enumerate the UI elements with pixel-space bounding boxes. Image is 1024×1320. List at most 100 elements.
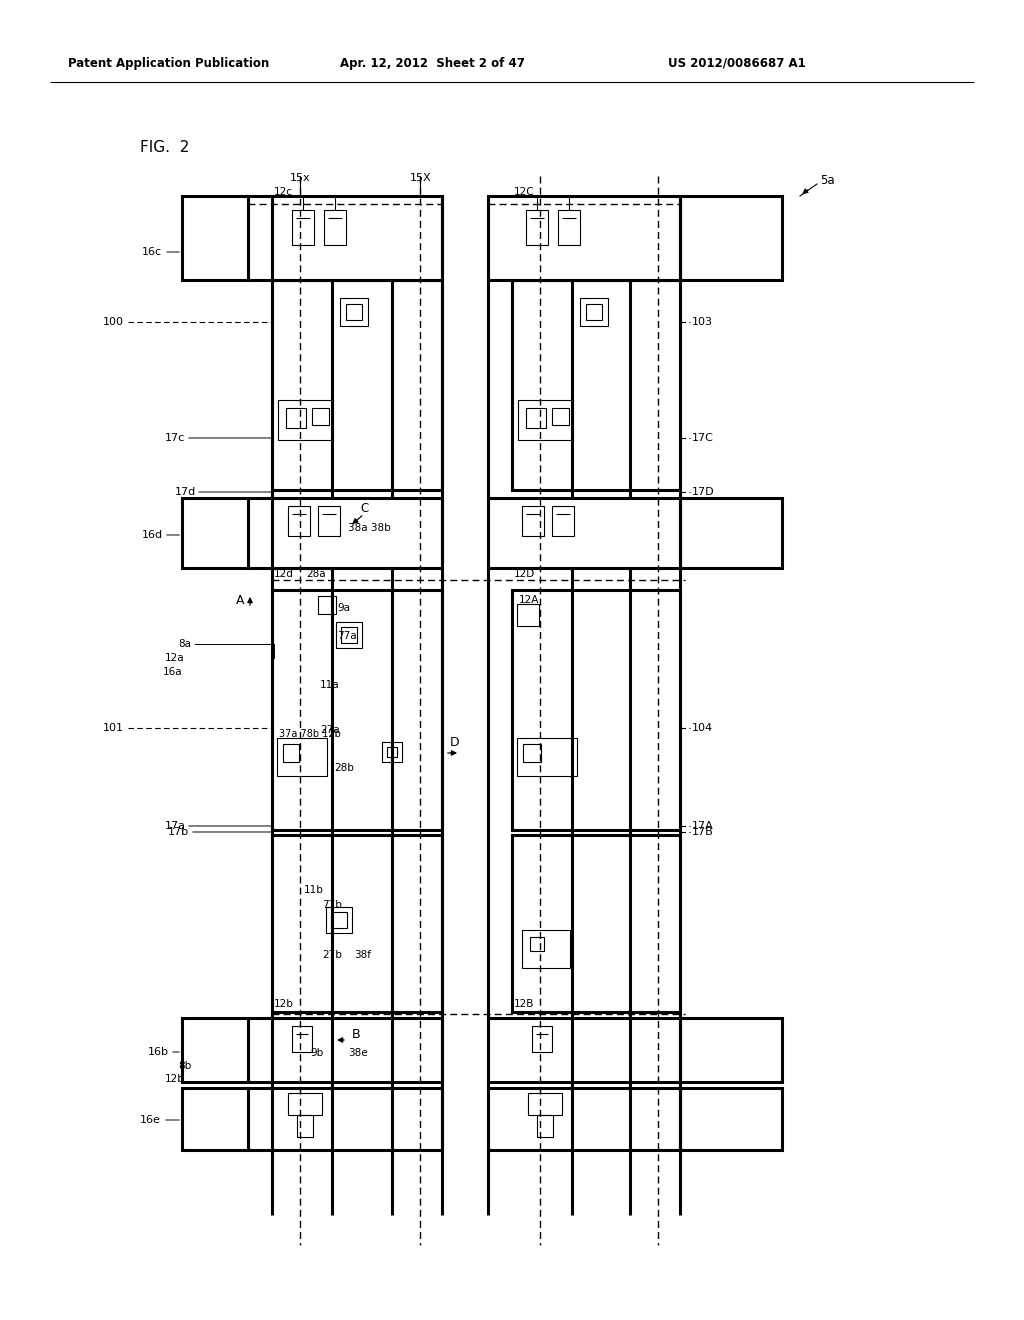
Bar: [552, 506, 574, 536]
Text: A: A: [236, 594, 245, 606]
Text: Patent Application Publication: Patent Application Publication: [68, 57, 269, 70]
Bar: [326, 907, 352, 933]
Bar: [278, 400, 333, 440]
Bar: [517, 738, 577, 776]
Text: 12C: 12C: [514, 187, 535, 197]
Bar: [292, 1026, 312, 1052]
Text: 28b: 28b: [334, 763, 354, 774]
Bar: [532, 1026, 552, 1052]
Bar: [272, 590, 442, 830]
Bar: [272, 280, 442, 490]
Text: 17b: 17b: [168, 828, 189, 837]
Text: 38f: 38f: [354, 950, 371, 960]
Text: 17D: 17D: [692, 487, 715, 498]
Bar: [526, 408, 546, 428]
Bar: [382, 742, 402, 762]
Bar: [512, 836, 680, 1012]
Text: 27b: 27b: [322, 950, 342, 960]
Bar: [680, 1018, 782, 1082]
Bar: [292, 210, 314, 246]
Text: 77a: 77a: [337, 631, 356, 642]
Bar: [518, 400, 573, 440]
Bar: [182, 498, 248, 568]
Bar: [318, 506, 340, 536]
Bar: [488, 1018, 680, 1082]
Bar: [336, 622, 362, 648]
Text: 12B: 12B: [514, 999, 535, 1008]
Text: 9b: 9b: [310, 1048, 324, 1059]
Text: 17B: 17B: [692, 828, 714, 837]
Text: 16b: 16b: [148, 1047, 169, 1057]
Text: 16e: 16e: [140, 1115, 161, 1125]
Bar: [341, 627, 357, 643]
Text: 9a: 9a: [337, 603, 350, 612]
Bar: [512, 590, 680, 830]
Bar: [526, 210, 548, 246]
Text: 16a: 16a: [163, 667, 182, 677]
Text: D: D: [450, 737, 460, 750]
Bar: [523, 744, 541, 762]
Bar: [522, 931, 570, 968]
Text: 17A: 17A: [692, 821, 714, 832]
Text: 17d: 17d: [175, 487, 197, 498]
Text: 38a 38b: 38a 38b: [348, 523, 391, 533]
Bar: [283, 744, 299, 762]
Bar: [324, 210, 346, 246]
Bar: [278, 738, 327, 776]
Text: 5a: 5a: [820, 173, 835, 186]
Text: 12D: 12D: [514, 569, 536, 579]
Text: 12d: 12d: [274, 569, 294, 579]
Bar: [528, 1093, 562, 1115]
Text: 12a: 12a: [165, 653, 184, 663]
Text: B: B: [352, 1027, 360, 1040]
Bar: [522, 506, 544, 536]
Text: 12c: 12c: [274, 187, 293, 197]
Text: 11b: 11b: [304, 884, 324, 895]
Bar: [331, 912, 347, 928]
Bar: [586, 304, 602, 319]
Text: 12b: 12b: [165, 1074, 185, 1084]
Bar: [318, 597, 336, 614]
Text: 17C: 17C: [692, 433, 714, 444]
Text: 12A: 12A: [519, 595, 540, 605]
Bar: [680, 1088, 782, 1150]
Bar: [530, 937, 544, 950]
Text: 12b: 12b: [274, 999, 294, 1008]
Bar: [680, 195, 782, 280]
Text: 77b: 77b: [322, 900, 342, 909]
Bar: [680, 498, 782, 568]
Text: 17c: 17c: [165, 433, 185, 444]
Bar: [552, 408, 569, 425]
Text: 15x: 15x: [290, 173, 310, 183]
Bar: [537, 1115, 553, 1137]
Text: 37a 78b 12b: 37a 78b 12b: [279, 729, 341, 739]
Bar: [286, 408, 306, 428]
Bar: [346, 304, 362, 319]
Text: 104: 104: [692, 723, 713, 733]
Bar: [340, 298, 368, 326]
Text: US 2012/0086687 A1: US 2012/0086687 A1: [668, 57, 806, 70]
Text: 16d: 16d: [142, 531, 163, 540]
Text: 100: 100: [103, 317, 124, 327]
Text: 16c: 16c: [142, 247, 162, 257]
Text: FIG.  2: FIG. 2: [140, 140, 189, 156]
Text: C: C: [360, 502, 369, 515]
Bar: [288, 1093, 322, 1115]
Text: 103: 103: [692, 317, 713, 327]
Text: 11a: 11a: [319, 680, 340, 690]
Bar: [248, 1018, 442, 1082]
Bar: [248, 498, 442, 568]
Bar: [580, 298, 608, 326]
Bar: [272, 836, 442, 1012]
Text: 17a: 17a: [165, 821, 186, 832]
Bar: [558, 210, 580, 246]
Bar: [312, 408, 329, 425]
Bar: [248, 195, 442, 280]
Text: 8b: 8b: [178, 1061, 191, 1071]
Bar: [288, 506, 310, 536]
Bar: [297, 1115, 313, 1137]
Bar: [182, 1018, 248, 1082]
Bar: [387, 747, 397, 756]
Text: 27a: 27a: [319, 725, 340, 735]
Bar: [488, 1088, 680, 1150]
